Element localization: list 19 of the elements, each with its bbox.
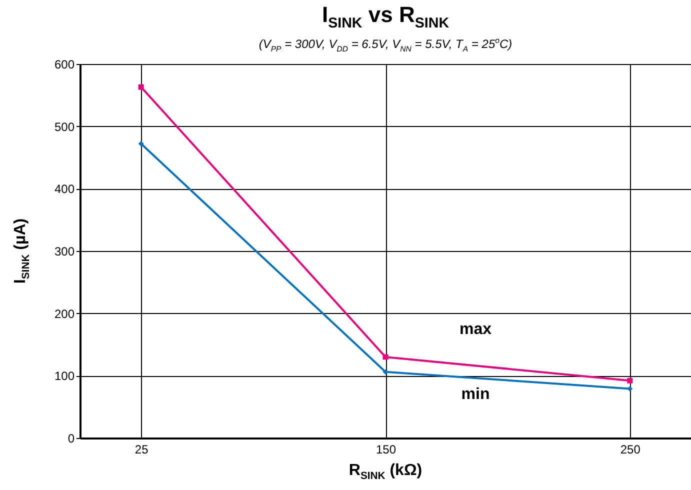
point <box>382 354 388 360</box>
x-axis-title: R$_{SINK}$ (kΩ) <box>348 462 424 482</box>
x-tick-label: 25 <box>134 442 149 456</box>
y-tick-label: 0 <box>68 432 75 446</box>
text: (V$_{PP}$ = 300V, V$_{DD}$ = 6.5V, V$_{NN}$ = 5.5V, T$_{A}$ = 25$^{o}$C) <box>258 36 512 54</box>
y-tick-label: 300 <box>54 244 75 258</box>
y-tick-label: 500 <box>54 120 75 134</box>
point <box>138 84 144 90</box>
point <box>138 141 144 147</box>
x-tick-label: 150 <box>376 442 396 456</box>
y-tick-label: 400 <box>54 182 75 196</box>
y-tick-label: 600 <box>54 58 75 72</box>
y-tick-label: 100 <box>54 369 75 384</box>
point <box>627 378 633 384</box>
y-tick-label: 200 <box>54 306 75 321</box>
x-tick-label: 250 <box>620 442 641 456</box>
series-label: min <box>461 386 490 403</box>
series-label: max <box>459 320 492 338</box>
chart-title: I$_{SINK}$ vs R$_{SINK}$ <box>320 2 450 32</box>
